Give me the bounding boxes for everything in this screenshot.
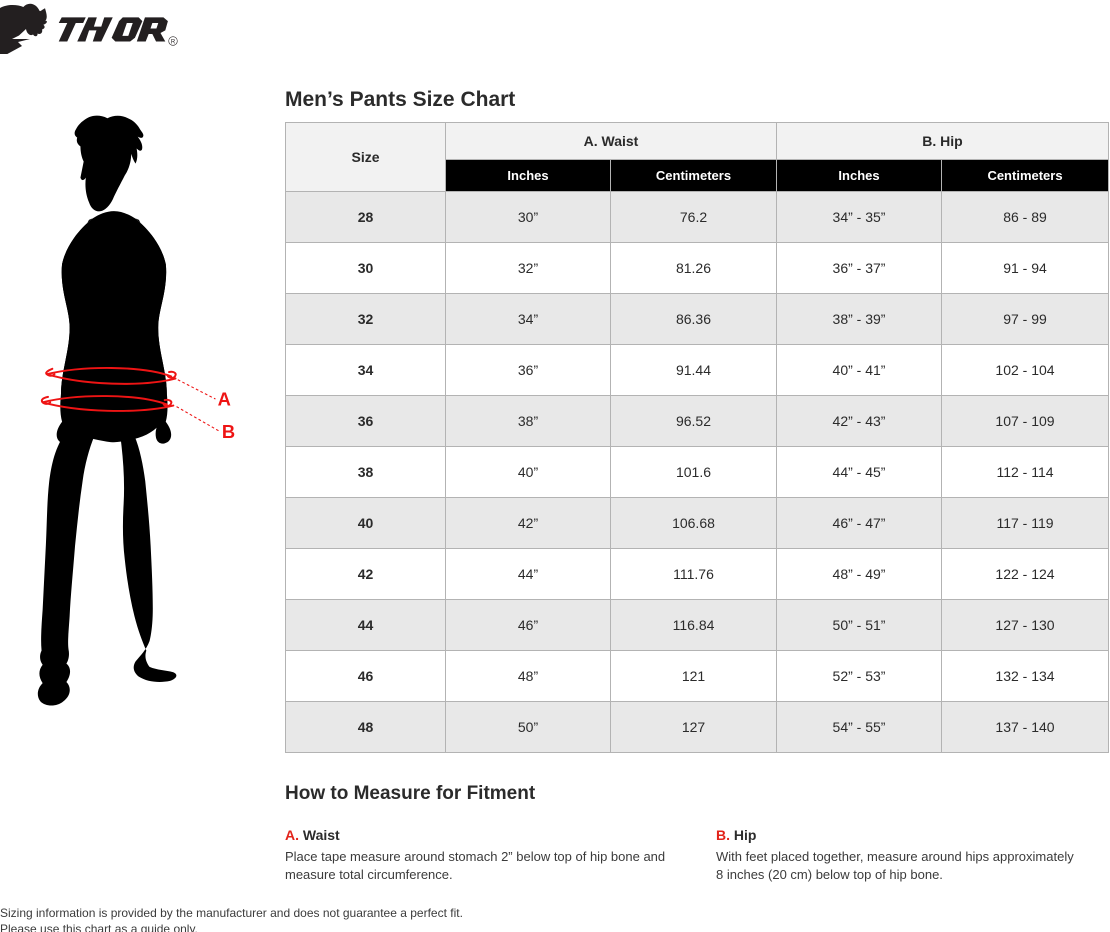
svg-text:B: B [222, 421, 235, 442]
svg-text:R: R [171, 39, 176, 45]
svg-text:A: A [218, 389, 231, 410]
